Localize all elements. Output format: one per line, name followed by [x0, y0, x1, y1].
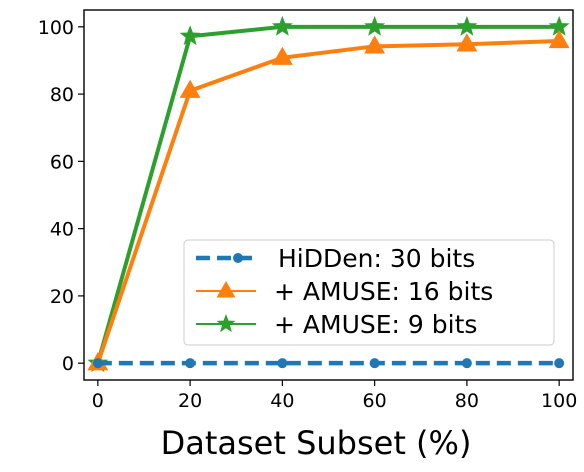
x-axis-title: Dataset Subset (%)	[161, 424, 472, 462]
y-tick-label: 60	[50, 151, 74, 173]
legend-label-1: HiDDen: 30 bits	[278, 244, 475, 273]
series-1-point	[461, 358, 472, 369]
x-tick-label: 0	[92, 390, 104, 412]
y-tick-label: 20	[50, 286, 74, 308]
legend-box	[183, 239, 555, 346]
series-1-point	[554, 358, 565, 369]
x-tick-label: 20	[178, 390, 202, 412]
series-2-point	[364, 35, 386, 54]
series-2-point	[548, 29, 570, 49]
y-tick-label: 40	[50, 219, 74, 241]
y-tick-label: 100	[38, 17, 74, 39]
series-3-point	[364, 15, 386, 36]
series-line-2	[95, 38, 560, 364]
series-2-point	[179, 79, 201, 98]
series-line-3	[95, 24, 560, 364]
series-2-point	[271, 46, 293, 65]
series-3-point	[548, 15, 570, 36]
series-1-point	[277, 358, 288, 369]
legend-marker-3	[216, 314, 236, 333]
series-3-point	[179, 25, 201, 46]
series-1-point	[185, 358, 196, 369]
series-1-point	[92, 358, 103, 369]
series-1-point	[369, 358, 380, 369]
series-3-point	[271, 15, 293, 36]
legend-label-3: + AMUSE: 9 bits	[274, 310, 477, 339]
x-tick-label: 100	[541, 390, 577, 412]
series-3-point	[456, 15, 478, 36]
y-tick-label: 0	[62, 353, 74, 375]
x-tick-label: 80	[455, 390, 479, 412]
legend-marker-2	[216, 281, 236, 298]
x-tick-label: 60	[363, 390, 387, 412]
plot-layer: 0 20 40 60 80 100 0 20 40 60 80 100 HiDDen: 30 bits +…	[38, 9, 577, 412]
series-2-point	[456, 33, 478, 52]
plot-frame	[83, 9, 574, 381]
y-tick-label: 80	[50, 84, 74, 106]
legend-label-2: + AMUSE: 16 bits	[274, 277, 493, 306]
x-tick-label: 40	[270, 390, 294, 412]
legend-marker-1	[233, 253, 243, 263]
